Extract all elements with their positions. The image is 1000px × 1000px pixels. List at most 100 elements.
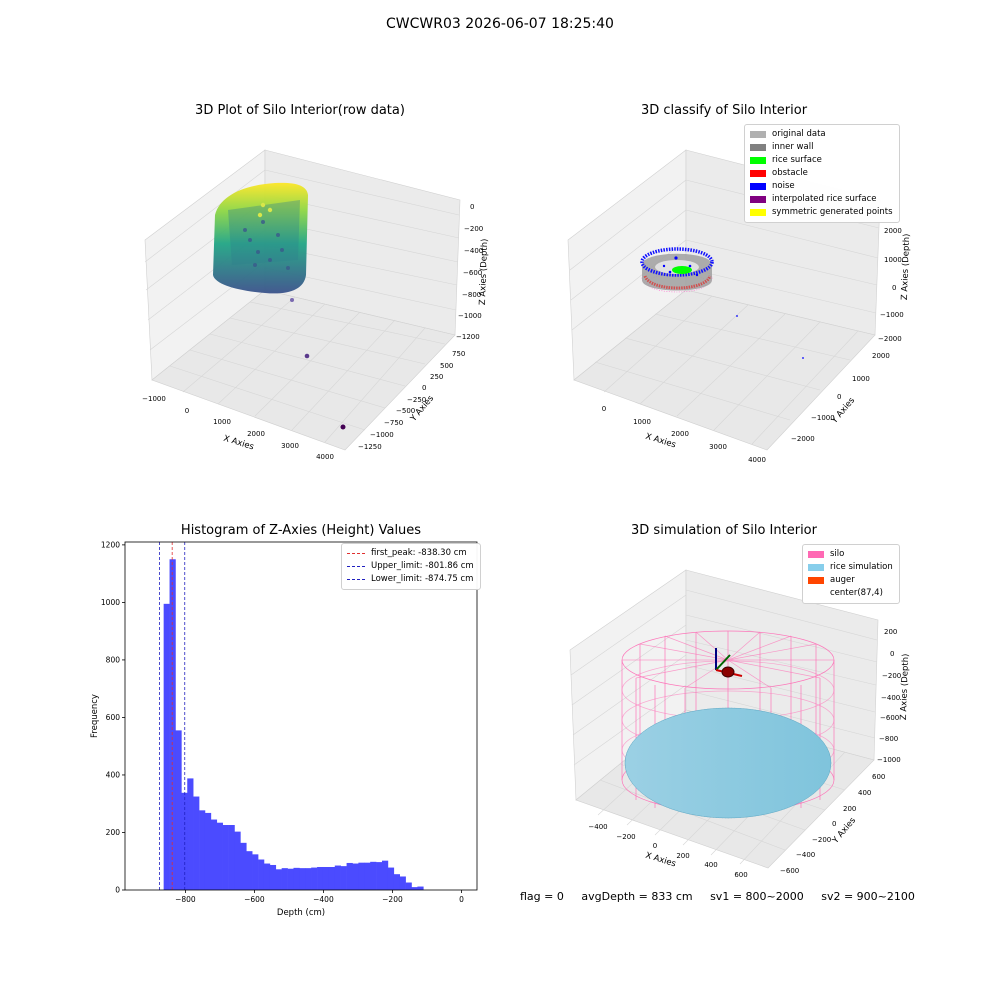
y-tick-label: 1200 — [101, 540, 120, 549]
svg-text:3000: 3000 — [281, 442, 299, 450]
histogram-title: Histogram of Z-Axies (Height) Values — [180, 523, 422, 538]
plot2-classified-points — [640, 247, 804, 359]
plot1-z-label: Z Axies (Depth) — [478, 238, 490, 305]
histogram-bar — [322, 866, 330, 890]
legend-entry-first-peak: first_peak: -838.30 cm — [347, 547, 474, 560]
plot4-title: 3D simulation of Silo Interior — [631, 523, 817, 538]
legend-entry-noise: noise — [750, 180, 893, 193]
histogram-bar — [317, 866, 324, 890]
histogram-bar — [376, 862, 383, 890]
histogram-y-label: Frequency — [90, 694, 100, 738]
svg-text:1000: 1000 — [213, 418, 231, 426]
legend-entry-original-data: original data — [750, 128, 893, 141]
svg-text:750: 750 — [452, 350, 465, 358]
histogram-bar — [405, 882, 412, 890]
svg-text:1000: 1000 — [633, 418, 651, 426]
svg-text:−250: −250 — [407, 396, 426, 404]
histogram-bar — [204, 812, 212, 890]
svg-text:2000: 2000 — [247, 430, 265, 438]
histogram-bar — [299, 868, 306, 890]
svg-text:−600: −600 — [780, 867, 799, 875]
histogram-bar — [387, 867, 395, 890]
svg-text:2000: 2000 — [872, 352, 890, 360]
svg-text:400: 400 — [858, 789, 871, 797]
plot1-silo-surface — [213, 182, 308, 294]
histogram-bar — [381, 860, 389, 890]
svg-text:−800: −800 — [879, 735, 898, 743]
svg-text:−800: −800 — [462, 291, 481, 299]
plot4-z-label: Z Axies (Depth) — [899, 653, 911, 720]
svg-text:−200: −200 — [812, 836, 831, 844]
legend-entry-interpolated-rice-surface: interpolated rice surface — [750, 193, 893, 206]
histogram-legend: first_peak: -838.30 cm Upper_limit: -801… — [341, 543, 481, 590]
svg-text:0: 0 — [890, 650, 894, 658]
status-footer: flag = 0 avgDepth = 833 cm sv1 = 800~200… — [520, 890, 929, 903]
histogram-bar — [175, 730, 182, 890]
plot2-z-label: Z Axies (Depth) — [900, 233, 912, 300]
histogram-bar — [258, 859, 265, 890]
x-tick-label: −600 — [244, 895, 265, 904]
histogram-bar — [222, 825, 229, 890]
plot1-panes — [144, 149, 461, 451]
svg-text:−600: −600 — [880, 714, 899, 722]
svg-text:0: 0 — [470, 203, 474, 211]
plot2-title: 3D classify of Silo Interior — [640, 103, 808, 118]
histogram-bar — [252, 854, 259, 890]
histogram-bar — [334, 865, 341, 890]
svg-text:−2000: −2000 — [791, 435, 815, 443]
histogram-bar — [199, 810, 206, 890]
y-tick-label: 200 — [106, 828, 121, 837]
legend-entry-upper-limit: Upper_limit: -801.86 cm — [347, 560, 474, 573]
svg-text:200: 200 — [843, 805, 856, 813]
plot2-y-label: Y Axies — [829, 395, 857, 426]
x-tick-label: −400 — [313, 895, 334, 904]
svg-text:2000: 2000 — [671, 430, 689, 438]
histogram-x-label: Depth (cm) — [277, 908, 325, 918]
histogram-bar — [370, 861, 377, 890]
svg-text:−1000: −1000 — [370, 431, 394, 439]
svg-text:−500: −500 — [396, 407, 415, 415]
plot1-y-tick-labels: 750 500 250 0 −250 −500 −750 −1000 −1250 — [358, 350, 465, 451]
legend-entry-rice-simulation: rice simulation — [808, 561, 893, 574]
svg-text:250: 250 — [430, 373, 443, 381]
plot4-x-tick-labels: −400 −200 0 200 400 600 — [588, 823, 747, 879]
histogram-bar — [246, 851, 253, 890]
svg-text:0: 0 — [185, 407, 189, 415]
svg-text:−1250: −1250 — [358, 443, 382, 451]
svg-text:−400: −400 — [881, 694, 900, 702]
histogram-bar — [393, 874, 400, 890]
plot2-z-tick-labels: 2000 1000 0 −1000 −2000 — [878, 227, 904, 343]
histogram-bar — [210, 819, 218, 890]
histogram-bar — [287, 868, 294, 890]
plot4-legend: silo rice simulation auger center(87,4) — [802, 544, 900, 604]
legend-entry-inner-wall: inner wall — [750, 141, 893, 154]
svg-text:0: 0 — [892, 284, 896, 292]
histogram-bar — [163, 603, 170, 890]
histogram-bar — [417, 886, 424, 890]
plot4-x-label: X Axies — [644, 851, 677, 870]
svg-text:200: 200 — [676, 852, 689, 860]
svg-text:−1000: −1000 — [880, 311, 904, 319]
plot1-z-tick-labels: 0 −200 −400 −600 −800 −1000 −1200 — [456, 203, 483, 341]
svg-text:0: 0 — [422, 384, 426, 392]
sv2-text: sv2 = 900~2100 — [821, 890, 915, 903]
svg-text:0: 0 — [602, 405, 606, 413]
histogram-bar — [399, 876, 406, 890]
svg-text:200: 200 — [884, 628, 897, 636]
histogram-bar — [187, 778, 194, 890]
svg-text:0: 0 — [653, 842, 657, 850]
legend-entry-center: center(87,4) — [830, 588, 883, 598]
x-tick-label: −200 — [382, 895, 403, 904]
histogram-bar — [346, 862, 353, 890]
svg-text:600: 600 — [872, 773, 885, 781]
histogram-bar — [328, 866, 336, 890]
plot1-title: 3D Plot of Silo Interior(row data) — [195, 103, 405, 118]
histogram-bar — [311, 867, 318, 890]
histogram-bar — [352, 863, 359, 890]
y-tick-label: 1000 — [101, 598, 120, 607]
histogram-bar — [169, 559, 176, 890]
plot1-outlier-points — [290, 298, 346, 430]
legend-entry-lower-limit: Lower_limit: -874.75 cm — [347, 573, 474, 586]
